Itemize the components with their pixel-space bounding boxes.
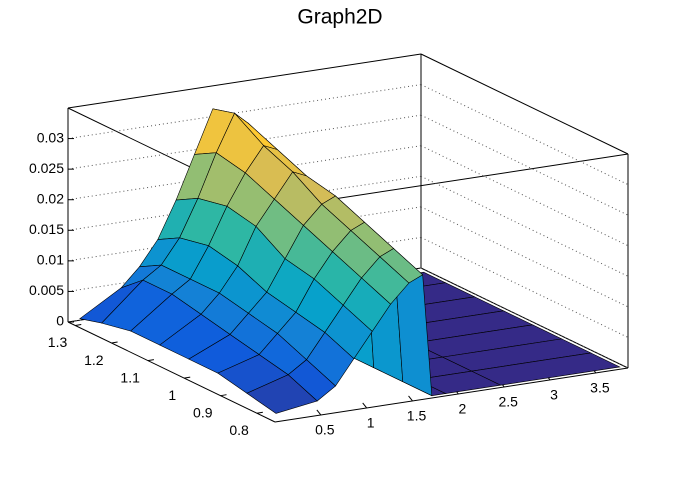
y-tick-label: 1.3 [48,334,68,350]
x-tick-label: 1 [367,415,375,431]
z-tick-label: 0 [56,313,64,329]
y-tick-label: 1 [168,387,176,403]
y-tick-label: 0.8 [229,422,249,438]
z-tick-label: 0.005 [29,282,64,298]
x-tick-label: 3.5 [590,380,610,396]
box-edge [274,367,629,423]
z-tick-label: 0.02 [37,190,64,206]
surface-cell [246,374,318,414]
y-tick-label: 1.1 [120,369,140,385]
y-tick-label: 0.9 [193,404,213,420]
box-edge [420,267,629,369]
z-tick-label: 0.025 [29,160,64,176]
x-tick-label: 2.5 [498,394,518,410]
x-tick-label: 1.5 [407,408,427,424]
y-tick [111,341,118,344]
x-tick [316,409,322,416]
z-tick-label: 0.01 [37,252,64,268]
y-tick [147,359,154,362]
x-tick [408,395,413,402]
x-tick [362,402,368,409]
chart-title: Graph2D [297,6,382,29]
x-tick-label: 3 [550,387,558,403]
y-tick [220,394,227,397]
box-edge [420,53,629,155]
z-tick-label: 0.03 [37,129,64,145]
y-tick [184,376,191,379]
box-edge [67,53,422,109]
x-tick-label: 0.5 [315,422,335,438]
x-tick-label: 2 [458,401,466,417]
y-tick [75,324,82,327]
y-tick [256,411,263,414]
y-tick-label: 1.2 [84,352,104,368]
z-tick-label: 0.015 [29,221,64,237]
box-edge [67,321,276,423]
